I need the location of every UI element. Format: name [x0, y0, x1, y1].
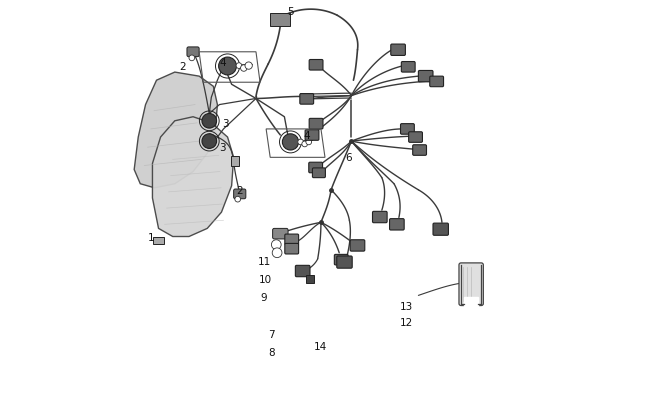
- FancyBboxPatch shape: [401, 62, 415, 73]
- Bar: [306, 276, 314, 283]
- Circle shape: [302, 142, 307, 147]
- Circle shape: [272, 240, 281, 250]
- Text: 7: 7: [268, 329, 275, 339]
- FancyBboxPatch shape: [372, 212, 387, 223]
- Text: 4: 4: [220, 58, 226, 68]
- FancyBboxPatch shape: [187, 48, 199, 58]
- Text: 4: 4: [304, 131, 310, 141]
- FancyBboxPatch shape: [309, 119, 323, 130]
- Polygon shape: [134, 73, 217, 188]
- FancyBboxPatch shape: [419, 71, 433, 83]
- FancyBboxPatch shape: [285, 244, 298, 254]
- FancyBboxPatch shape: [409, 132, 423, 143]
- Text: 9: 9: [261, 293, 267, 303]
- FancyBboxPatch shape: [459, 263, 484, 306]
- Polygon shape: [464, 298, 478, 306]
- FancyBboxPatch shape: [305, 130, 319, 141]
- FancyBboxPatch shape: [334, 255, 348, 265]
- Circle shape: [272, 248, 282, 258]
- Circle shape: [202, 114, 216, 129]
- Text: 13: 13: [400, 301, 413, 311]
- Text: 8: 8: [268, 347, 275, 357]
- Circle shape: [235, 197, 240, 202]
- Circle shape: [240, 66, 247, 72]
- Text: 2: 2: [179, 62, 185, 72]
- Bar: [153, 237, 164, 245]
- Text: 12: 12: [400, 317, 413, 327]
- Text: 6: 6: [345, 153, 352, 163]
- FancyBboxPatch shape: [389, 219, 404, 230]
- Circle shape: [245, 63, 252, 70]
- FancyBboxPatch shape: [295, 266, 310, 277]
- Text: 10: 10: [258, 275, 272, 284]
- FancyBboxPatch shape: [300, 94, 314, 105]
- Text: 1: 1: [148, 232, 155, 242]
- FancyBboxPatch shape: [313, 168, 326, 178]
- Circle shape: [306, 140, 311, 145]
- Text: 2: 2: [237, 185, 243, 195]
- Circle shape: [236, 64, 242, 69]
- Text: 11: 11: [258, 256, 272, 266]
- Text: 3: 3: [222, 119, 229, 128]
- FancyBboxPatch shape: [350, 240, 365, 252]
- Bar: [270, 14, 291, 27]
- FancyBboxPatch shape: [285, 234, 298, 245]
- FancyBboxPatch shape: [430, 77, 443, 87]
- FancyBboxPatch shape: [309, 163, 322, 173]
- Circle shape: [298, 140, 304, 145]
- FancyBboxPatch shape: [413, 145, 426, 156]
- FancyBboxPatch shape: [233, 190, 246, 199]
- FancyBboxPatch shape: [433, 224, 448, 236]
- Circle shape: [282, 134, 298, 151]
- Text: 5: 5: [287, 7, 294, 17]
- FancyBboxPatch shape: [272, 229, 288, 239]
- Circle shape: [189, 56, 194, 62]
- Circle shape: [218, 58, 237, 76]
- Text: 14: 14: [313, 341, 327, 351]
- FancyBboxPatch shape: [400, 124, 414, 135]
- FancyBboxPatch shape: [309, 60, 323, 71]
- Circle shape: [202, 134, 216, 149]
- Bar: [231, 157, 239, 167]
- FancyBboxPatch shape: [391, 45, 406, 56]
- FancyBboxPatch shape: [337, 256, 352, 269]
- Text: 3: 3: [220, 143, 226, 153]
- Polygon shape: [153, 117, 233, 237]
